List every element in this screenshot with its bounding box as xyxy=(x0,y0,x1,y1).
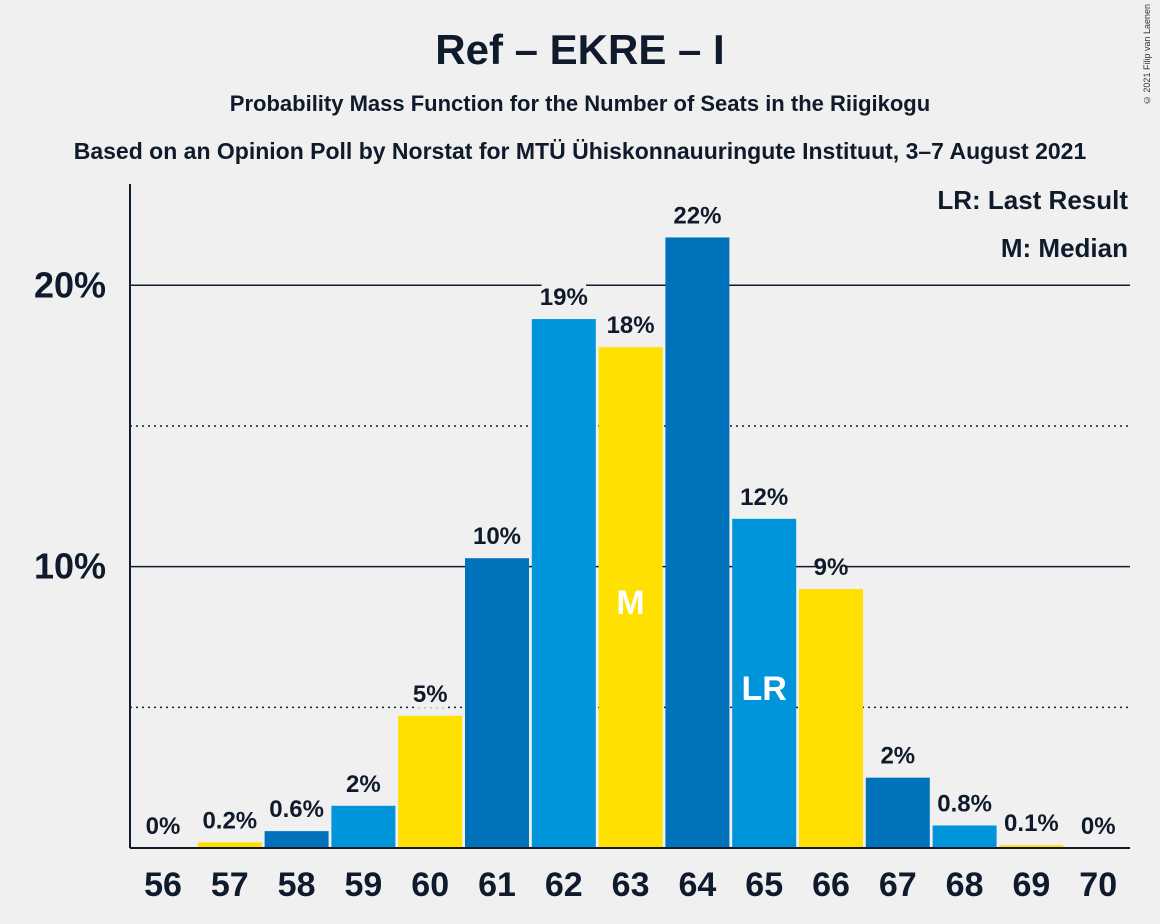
x-tick-label: 63 xyxy=(612,866,650,904)
last-result-marker: LR xyxy=(742,670,787,708)
x-tick-label: 69 xyxy=(1012,866,1050,904)
bar-61 xyxy=(465,558,529,848)
chart-source-line: Based on an Opinion Poll by Norstat for … xyxy=(73,138,1087,164)
x-tick-label: 57 xyxy=(211,866,249,904)
axes: 10% 20% 56 57 58 59 60 61 62 63 64 65 66 67 68 69 70 xyxy=(34,184,1130,904)
x-tick-label: 60 xyxy=(411,866,449,904)
data-label-bg xyxy=(741,480,787,511)
data-label-bg xyxy=(541,281,587,312)
bar-66 xyxy=(799,589,863,848)
x-tick-label: 65 xyxy=(745,866,783,904)
data-label-bg xyxy=(147,810,179,840)
y-tick-label: 10% xyxy=(34,546,106,587)
bar-62 xyxy=(531,319,596,848)
x-tick-label: 61 xyxy=(478,866,516,904)
x-tick-label: 58 xyxy=(278,866,316,904)
x-tick-label: 56 xyxy=(144,866,182,904)
x-tick-label: 70 xyxy=(1079,866,1117,904)
data-label-58: 0.6% xyxy=(269,796,324,823)
x-tick-label: 68 xyxy=(946,866,984,904)
bar-65 xyxy=(732,518,797,848)
data-label-56: 0% xyxy=(146,813,181,840)
legend-median: M: Median xyxy=(1001,233,1128,263)
bar-68 xyxy=(932,825,997,848)
data-label-68: 0.8% xyxy=(937,790,992,817)
bar-60 xyxy=(398,715,463,848)
data-label-bg xyxy=(474,520,520,551)
data-label-59: 2% xyxy=(346,771,381,798)
chart-subtitle: Probability Mass Function for the Number… xyxy=(229,91,931,116)
bar-67 xyxy=(865,777,930,848)
data-label-70: 0% xyxy=(1081,813,1116,840)
x-tick-label: 59 xyxy=(344,866,382,904)
x-tick-label: 62 xyxy=(545,866,583,904)
data-label-bg xyxy=(414,677,446,708)
data-label-65: 12% xyxy=(740,484,788,511)
median-marker: M xyxy=(616,584,644,622)
bar-64 xyxy=(665,237,730,848)
data-label-61: 10% xyxy=(473,523,521,550)
data-label-bg xyxy=(1082,810,1114,840)
data-label-67: 2% xyxy=(880,743,915,770)
data-label-bg xyxy=(267,793,326,824)
data-label-62: 19% xyxy=(540,284,588,311)
data-label-64: 22% xyxy=(673,202,721,229)
y-tick-label: 20% xyxy=(34,264,106,305)
data-label-bg xyxy=(1002,807,1061,838)
data-label-69: 0.1% xyxy=(1004,810,1059,837)
data-label-bg xyxy=(815,551,847,582)
x-tick-label: 64 xyxy=(678,866,716,904)
bars-group: 0% 0.2% 0.6% 2% 5% 10% 19% 18% M 22% 12% LR 9% 2% 0.8%… xyxy=(146,199,1116,848)
bar-69 xyxy=(999,845,1064,848)
data-label-66: 9% xyxy=(814,554,849,581)
data-label-bg xyxy=(608,309,653,340)
bar-58 xyxy=(264,831,329,848)
x-tick-label: 66 xyxy=(812,866,850,904)
data-label-bg xyxy=(882,739,914,770)
x-tick-label: 67 xyxy=(879,866,917,904)
data-label-60: 5% xyxy=(413,681,448,708)
data-label-bg xyxy=(200,804,259,835)
data-label-bg xyxy=(675,199,720,230)
data-label-bg xyxy=(347,767,379,798)
bar-63 xyxy=(598,347,663,848)
legend-last-result: LR: Last Result xyxy=(937,185,1128,215)
data-label-bg xyxy=(935,787,994,818)
bar-57 xyxy=(197,842,262,848)
data-label-57: 0.2% xyxy=(202,807,257,834)
chart-title: Ref – EKRE – I xyxy=(435,26,725,73)
bar-59 xyxy=(331,805,396,848)
data-label-63: 18% xyxy=(607,312,655,339)
legend: LR: Last Result M: Median xyxy=(937,185,1128,263)
